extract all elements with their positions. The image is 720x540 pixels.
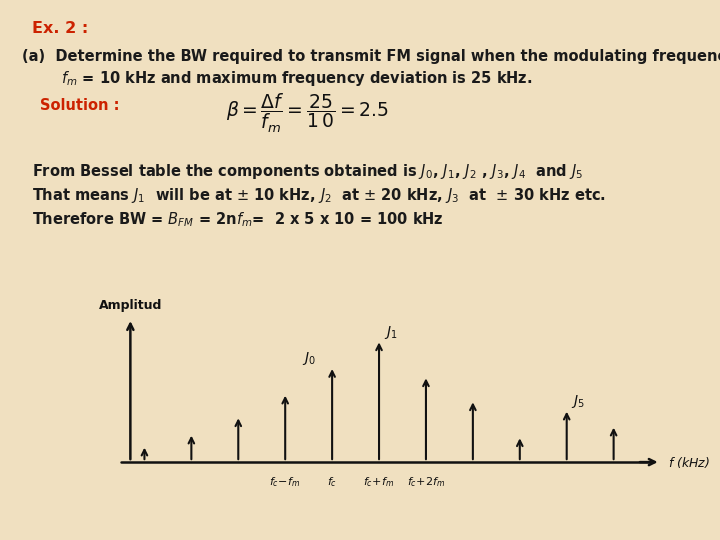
Text: $f_c$$\!+\!2f_m$: $f_c$$\!+\!2f_m$ <box>407 475 445 489</box>
Text: Amplitud: Amplitud <box>99 299 162 312</box>
Text: $f$ (kHz): $f$ (kHz) <box>667 455 710 470</box>
Text: (a)  Determine the BW required to transmit FM signal when the modulating frequen: (a) Determine the BW required to transmi… <box>22 49 720 64</box>
Text: Solution :: Solution : <box>40 98 119 113</box>
Text: That means $J_1$  will be at $\pm$ 10 kHz, $J_2$  at $\pm$ 20 kHz, $J_3$  at  $\: That means $J_1$ will be at $\pm$ 10 kHz… <box>32 186 606 205</box>
Text: Therefore BW = $B_{FM}$ = 2n$f_m$=  2 x 5 x 10 = 100 kHz: Therefore BW = $B_{FM}$ = 2n$f_m$= 2 x 5… <box>32 211 444 229</box>
Text: $f_c$: $f_c$ <box>327 475 337 489</box>
Text: Ex. 2 :: Ex. 2 : <box>32 21 89 36</box>
Text: $f_m$ = 10 kHz and maximum frequency deviation is 25 kHz.: $f_m$ = 10 kHz and maximum frequency dev… <box>61 69 533 88</box>
Text: $f_c$$\!-\!f_m$: $f_c$$\!-\!f_m$ <box>269 475 301 489</box>
Text: $J_1$: $J_1$ <box>384 323 397 341</box>
Text: $J_5$: $J_5$ <box>572 393 585 410</box>
Text: $f_c$$\!+\!f_m$: $f_c$$\!+\!f_m$ <box>364 475 395 489</box>
Text: $\beta = \dfrac{\Delta f}{f_m} = \dfrac{25}{1\,0} = 2.5$: $\beta = \dfrac{\Delta f}{f_m} = \dfrac{… <box>226 92 389 135</box>
Text: From Bessel table the components obtained is $J_0$, $J_1$, $J_2$ , $J_3$, $J_4$ : From Bessel table the components obtaine… <box>32 162 583 181</box>
Text: $J_0$: $J_0$ <box>302 350 315 367</box>
